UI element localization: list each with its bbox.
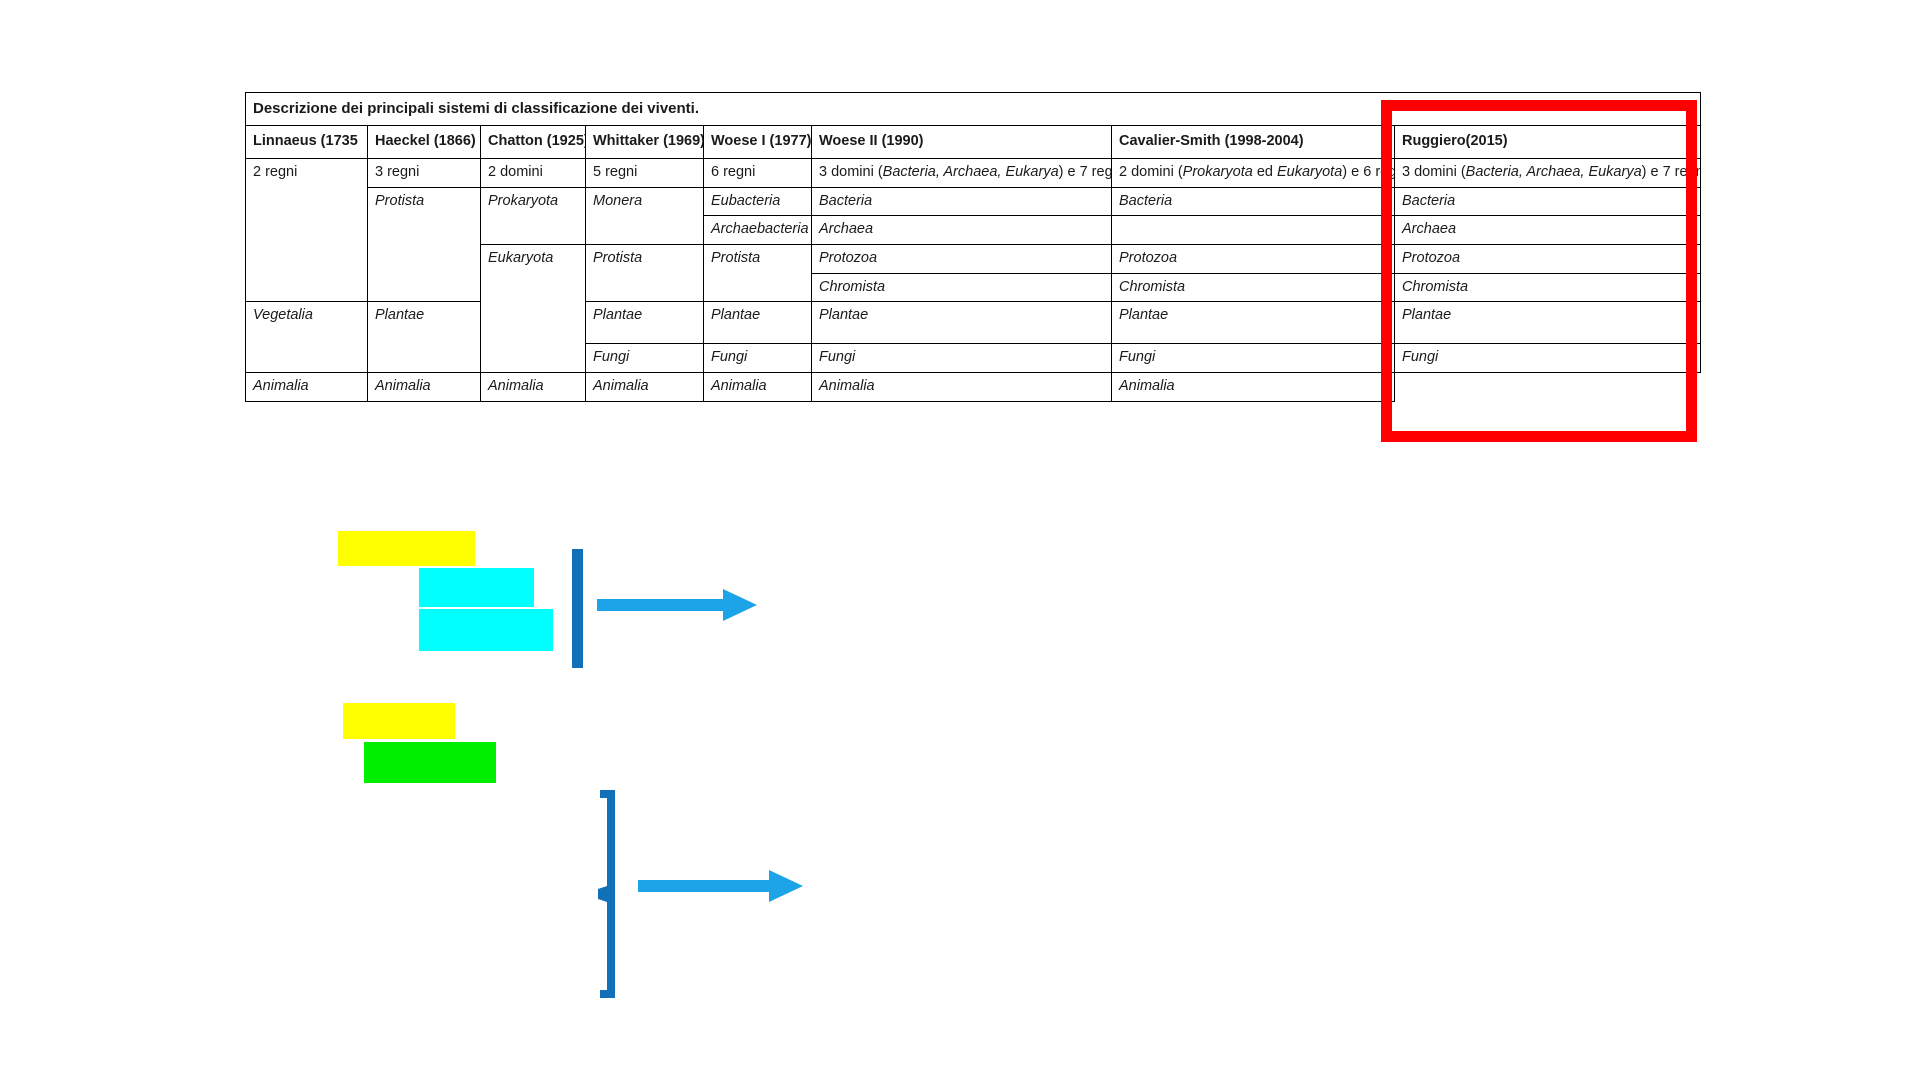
count-taxa-italic: Bacteria, Archaea, Eukarya xyxy=(882,163,1059,180)
count-taxa-italic-a: Prokaryota xyxy=(1182,163,1253,180)
column-header-woese1[interactable]: Woese I (1977) xyxy=(703,125,812,159)
column-header-ruggiero[interactable]: Ruggiero(2015) xyxy=(1394,125,1701,159)
table-row: Chromista Chromista Chromista xyxy=(246,272,1701,303)
cell-ruggiero-chromista: Chromista xyxy=(1394,272,1701,303)
cell-ruggiero-count: 3 domini (Bacteria, Archaea, Eukarya) e … xyxy=(1394,157,1701,188)
cell-cavalier-chromista: Chromista xyxy=(1111,272,1395,303)
table-caption: Descrizione dei principali sistemi di cl… xyxy=(245,91,1701,127)
cell-woese2-chromista: Chromista xyxy=(811,272,1112,303)
cell-woese2-plantae: Plantae xyxy=(811,301,1112,345)
cell-linnaeus-count: 2 regni xyxy=(245,157,368,303)
cell-woese1-plantae: Plantae xyxy=(703,301,812,345)
cell-chatton-eukaryota: Eukaryota xyxy=(480,243,586,373)
cell-cavalier-empty xyxy=(1111,215,1395,245)
cell-ruggiero-protozoa: Protozoa xyxy=(1394,243,1701,274)
cell-cavalier-animalia: Animalia xyxy=(811,371,1112,402)
cyan-rect-upper xyxy=(419,568,534,607)
cell-haeckel-protista: Protista xyxy=(367,186,481,303)
count-mid: ed xyxy=(1252,163,1277,180)
column-header-haeckel[interactable]: Haeckel (1866) xyxy=(367,125,481,159)
cyan-rect-lower xyxy=(419,609,553,651)
cell-cavalier-protozoa: Protozoa xyxy=(1111,243,1395,274)
cell-chatton-count: 2 domini xyxy=(480,157,586,188)
count-prefix: 2 domini ( xyxy=(1119,163,1183,180)
table-row: 2 regni 3 regni 2 domini 5 regni 6 regni… xyxy=(245,157,1701,303)
cell-whittaker-count: 5 regni xyxy=(585,157,704,188)
cell-whittaker-animalia: Animalia xyxy=(480,371,586,402)
cell-woese1-eubacteria: Eubacteria xyxy=(703,186,812,217)
table-row: Fungi Fungi Fungi Fungi Fungi xyxy=(246,343,1701,373)
cell-haeckel-count: 3 regni xyxy=(367,157,481,188)
count-taxa-italic-b: Eukaryota xyxy=(1276,163,1343,180)
cell-ruggiero-bacteria: Bacteria xyxy=(1394,186,1701,217)
count-suffix: ) e 7 regni xyxy=(1641,163,1701,180)
cell-cavalier-plantae: Plantae xyxy=(1111,301,1395,345)
cell-ruggiero-fungi: Fungi xyxy=(1394,343,1701,373)
classification-table: Descrizione dei principali sistemi di cl… xyxy=(245,91,1701,402)
cell-woese2-fungi: Fungi xyxy=(811,343,1112,373)
cell-ruggiero-animalia: Animalia xyxy=(1111,371,1395,402)
cell-whittaker-monera: Monera xyxy=(585,186,704,245)
yellow-rect-bottom xyxy=(343,703,455,739)
table-header-row: Linnaeus (1735 Haeckel (1866) Chatton (1… xyxy=(245,125,1701,159)
cell-woese2-animalia: Animalia xyxy=(703,371,812,402)
cell-woese2-count: 3 domini (Bacteria, Archaea, Eukarya) e … xyxy=(811,157,1112,188)
cell-woese2-archaea: Archaea xyxy=(811,215,1112,245)
count-suffix: ) e 6 regni xyxy=(1342,163,1393,180)
cell-chatton-prokaryota: Prokaryota xyxy=(480,186,586,245)
vertical-bracket-bar xyxy=(572,549,583,668)
cell-haeckel-plantae: Plantae xyxy=(367,301,481,373)
cell-cavalier-count: 2 domini (Prokaryota ed Eukaryota) e 6 r… xyxy=(1111,157,1395,188)
column-header-linnaeus[interactable]: Linnaeus (1735 xyxy=(245,125,368,159)
table-row: Vegetalia Plantae Plantae Plantae Planta… xyxy=(245,301,1701,373)
count-taxa-italic: Bacteria, Archaea, Eukarya xyxy=(1465,163,1642,180)
table-row: Archaebacteria Archaea Archaea xyxy=(246,215,1701,245)
cell-haeckel-animalia: Animalia xyxy=(367,371,481,402)
cell-linnaeus-animalia: Animalia xyxy=(245,371,368,402)
cell-woese1-count: 6 regni xyxy=(703,157,812,188)
table-row: Protista Prokaryota Monera Eubacteria Ba… xyxy=(246,186,1701,303)
column-header-cavalier-smith[interactable]: Cavalier-Smith (1998-2004) xyxy=(1111,125,1395,159)
cell-woese2-protozoa: Protozoa xyxy=(811,243,1112,274)
green-rect xyxy=(364,742,496,783)
cell-whittaker-plantae: Plantae xyxy=(585,301,704,345)
table-caption-row: Descrizione dei principali sistemi di cl… xyxy=(245,91,1701,127)
right-arrow-upper-icon xyxy=(597,589,757,621)
cell-woese1-archaebacteria: Archaebacteria xyxy=(703,215,812,245)
cell-ruggiero-plantae: Plantae xyxy=(1394,301,1701,345)
cell-whittaker-protista: Protista xyxy=(585,243,704,303)
column-header-whittaker[interactable]: Whittaker (1969) xyxy=(585,125,704,159)
cell-woese1-fungi: Fungi xyxy=(703,343,812,373)
cell-woese1-protista: Protista xyxy=(703,243,812,303)
right-arrow-lower-icon xyxy=(638,870,803,902)
cell-linnaeus-vegetalia: Vegetalia xyxy=(245,301,368,373)
curly-brace-icon xyxy=(598,790,615,998)
count-prefix: 3 domini ( xyxy=(819,163,883,180)
column-header-woese2[interactable]: Woese II (1990) xyxy=(811,125,1112,159)
column-header-chatton[interactable]: Chatton (1925) xyxy=(480,125,586,159)
cell-ruggiero-archaea: Archaea xyxy=(1394,215,1701,245)
cell-whittaker-fungi: Fungi xyxy=(585,343,704,373)
cell-woese1-animalia: Animalia xyxy=(585,371,704,402)
count-prefix: 3 domini ( xyxy=(1402,163,1466,180)
cell-woese2-bacteria: Bacteria xyxy=(811,186,1112,217)
yellow-rect-top xyxy=(338,531,475,566)
count-suffix: ) e 7 regni xyxy=(1058,163,1111,180)
cell-cavalier-bacteria: Bacteria xyxy=(1111,186,1395,217)
cell-cavalier-fungi: Fungi xyxy=(1111,343,1395,373)
table-row: Animalia Animalia Animalia Animalia Anim… xyxy=(245,371,1701,402)
